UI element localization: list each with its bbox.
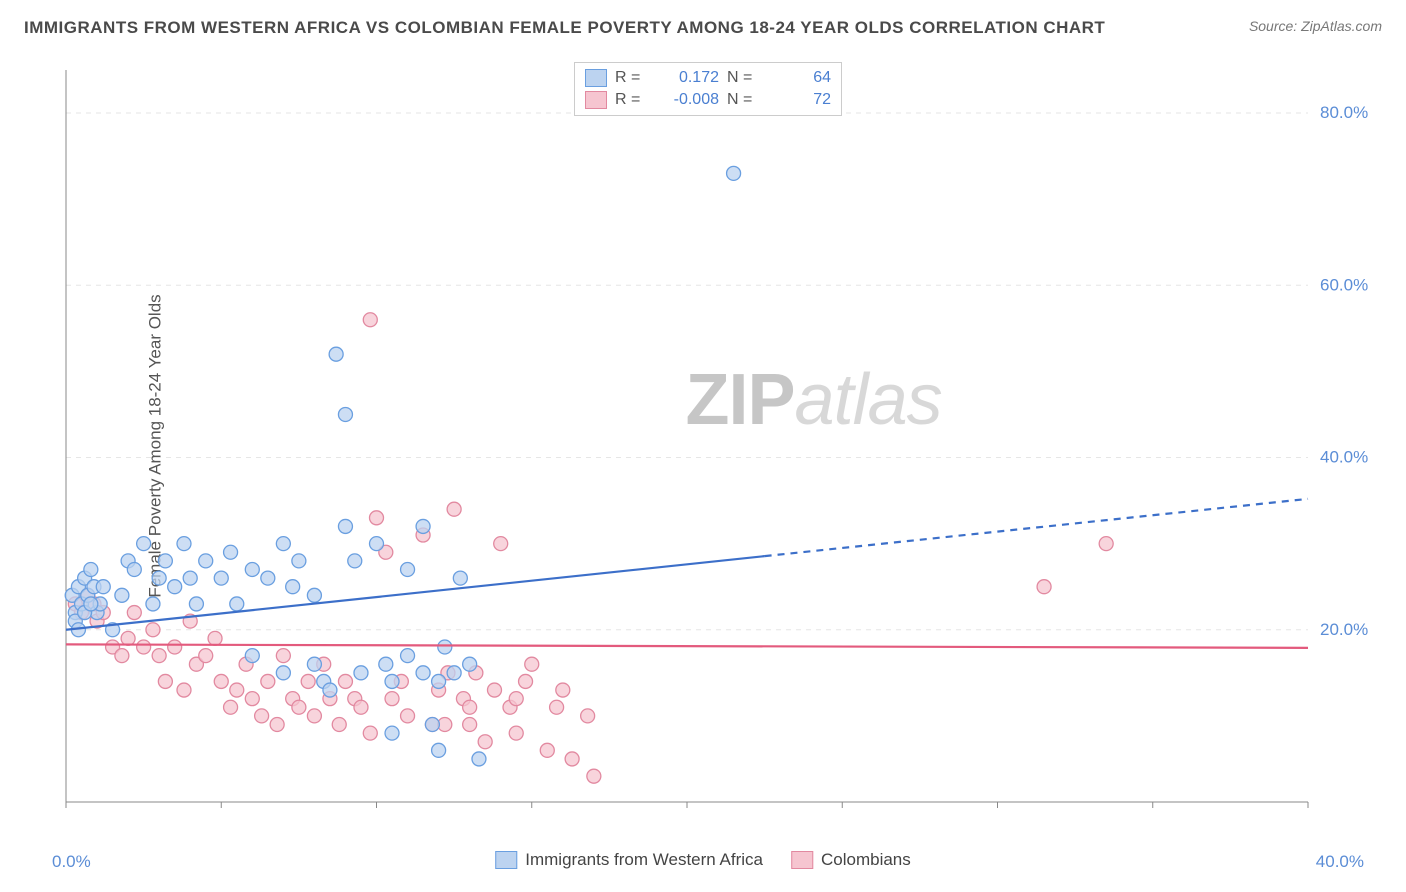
legend-item: Colombians xyxy=(791,850,911,870)
legend-r-value: -0.008 xyxy=(659,91,719,109)
legend-n-value: 64 xyxy=(771,69,831,87)
svg-text:20.0%: 20.0% xyxy=(1320,620,1368,639)
legend-n-label: N = xyxy=(727,91,763,109)
x-axis-tick-max: 40.0% xyxy=(1316,852,1364,872)
legend-r-value: 0.172 xyxy=(659,69,719,87)
chart-title: IMMIGRANTS FROM WESTERN AFRICA VS COLOMB… xyxy=(24,18,1105,38)
legend-item: Immigrants from Western Africa xyxy=(495,850,763,870)
svg-text:40.0%: 40.0% xyxy=(1320,448,1368,467)
svg-text:80.0%: 80.0% xyxy=(1320,103,1368,122)
legend-swatch xyxy=(791,851,813,869)
legend-swatch xyxy=(585,91,607,109)
scatter-chart: 20.0% 40.0% 60.0% 80.0% xyxy=(48,60,1368,832)
legend-n-label: N = xyxy=(727,69,763,87)
legend-label: Immigrants from Western Africa xyxy=(525,850,763,870)
plot-area: 20.0% 40.0% 60.0% 80.0% R = 0.172 N = 64 R … xyxy=(48,60,1368,832)
correlation-legend-row: R = 0.172 N = 64 xyxy=(585,67,831,89)
correlation-legend: R = 0.172 N = 64 R = -0.008 N = 72 xyxy=(574,62,842,116)
legend-label: Colombians xyxy=(821,850,911,870)
source-attribution: Source: ZipAtlas.com xyxy=(1249,18,1382,34)
legend-r-label: R = xyxy=(615,91,651,109)
series-legend: Immigrants from Western Africa Colombian… xyxy=(495,850,911,870)
legend-r-label: R = xyxy=(615,69,651,87)
svg-text:60.0%: 60.0% xyxy=(1320,275,1368,294)
legend-n-value: 72 xyxy=(771,91,831,109)
correlation-legend-row: R = -0.008 N = 72 xyxy=(585,89,831,111)
x-axis-tick-min: 0.0% xyxy=(52,852,91,872)
title-bar: IMMIGRANTS FROM WESTERN AFRICA VS COLOMB… xyxy=(24,18,1382,38)
legend-swatch xyxy=(585,69,607,87)
legend-swatch xyxy=(495,851,517,869)
